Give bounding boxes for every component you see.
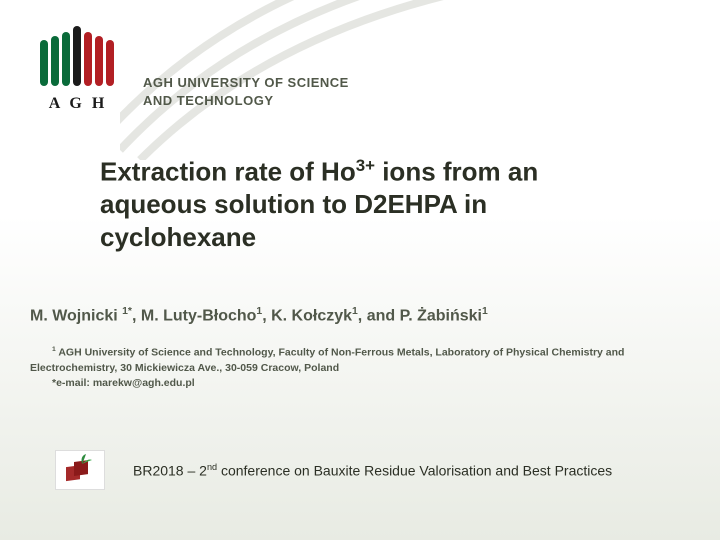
affil-email: *e-mail: marekw@agh.edu.pl (30, 376, 690, 391)
conference-icon (55, 450, 105, 490)
logo-acronym: A G H (49, 95, 108, 112)
logo-block: A G H AGH UNIVERSITY OF SCIENCE AND TECH… (35, 20, 349, 112)
university-line1: AGH UNIVERSITY OF SCIENCE (143, 74, 349, 92)
conf-sup: nd (207, 462, 217, 472)
affil-line2: Electrochemistry, 30 Mickiewicza Ave., 3… (30, 362, 339, 374)
title-pre: Extraction rate of Ho (100, 157, 356, 187)
university-name: AGH UNIVERSITY OF SCIENCE AND TECHNOLOGY (143, 74, 349, 112)
conference-row: BR2018 – 2nd conference on Bauxite Resid… (55, 450, 612, 490)
affiliation-block: 1 AGH University of Science and Technolo… (30, 345, 690, 391)
conference-text: BR2018 – 2nd conference on Bauxite Resid… (133, 462, 612, 479)
affil-line1: AGH University of Science and Technology… (56, 347, 625, 359)
conf-pre: BR2018 – 2 (133, 462, 207, 478)
authors-line: M. Wojnicki 1*, M. Luty-Błocho1, K. Kołc… (30, 305, 690, 328)
slide-title: Extraction rate of Ho3+ ions from an aqu… (100, 155, 640, 253)
conf-post: conference on Bauxite Residue Valorisati… (217, 462, 612, 478)
agh-logo-icon: A G H (35, 20, 121, 112)
university-line2: AND TECHNOLOGY (143, 92, 349, 110)
title-sup: 3+ (356, 156, 375, 175)
